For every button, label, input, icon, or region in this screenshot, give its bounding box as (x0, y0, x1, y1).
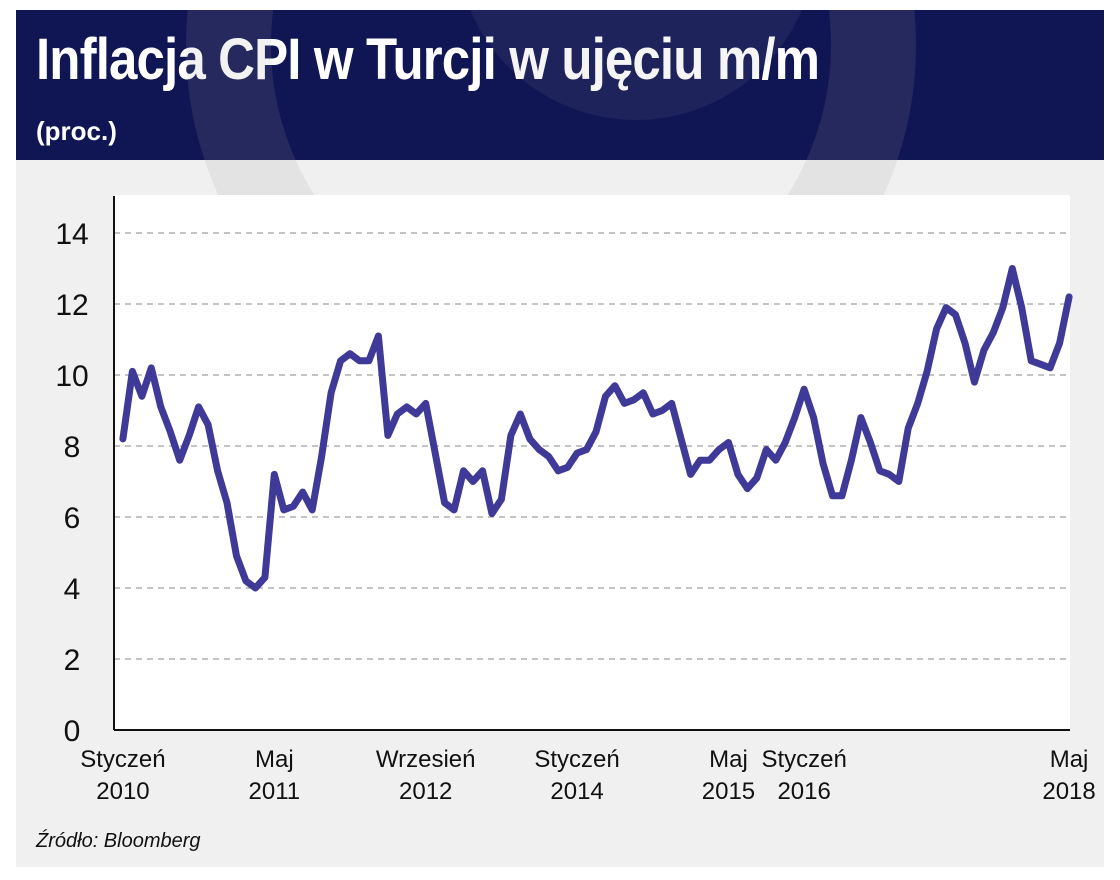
x-tick-label-line1: Wrzesień (376, 746, 476, 773)
x-tick-label-line2: 2016 (777, 778, 830, 805)
source-note: Źródło: Bloomberg (36, 830, 201, 852)
x-tick-label-line2: 2011 (249, 778, 301, 805)
x-tick-label-line2: 2015 (702, 778, 755, 805)
x-tick-label-line1: Styczeń (761, 746, 846, 773)
x-tick-label-line2: 2018 (1042, 778, 1095, 805)
y-tick-label: 2 (64, 644, 81, 677)
x-tick-label-line2: 2012 (399, 778, 452, 805)
x-tick-label-line1: Maj (255, 746, 294, 773)
y-tick-label: 10 (55, 360, 88, 393)
y-tick-label: 12 (55, 289, 88, 322)
y-tick-label: 8 (64, 431, 81, 464)
x-tick-label-line1: Styczeń (534, 746, 619, 773)
y-tick-label: 4 (64, 573, 81, 606)
y-tick-label: 0 (64, 715, 81, 748)
x-tick-label-line1: Maj (1050, 746, 1089, 773)
chart-subtitle: (proc.) (36, 116, 117, 146)
series-line (119, 265, 1073, 592)
plot-area (114, 195, 1070, 730)
y-tick-label: 14 (55, 218, 88, 251)
x-tick-label-line1: Styczeń (80, 746, 165, 773)
x-tick-label-line1: Maj (709, 746, 748, 773)
x-tick-label-line2: 2014 (550, 778, 603, 805)
x-tick-label-line2: 2010 (96, 778, 149, 805)
y-tick-label: 6 (64, 502, 81, 535)
